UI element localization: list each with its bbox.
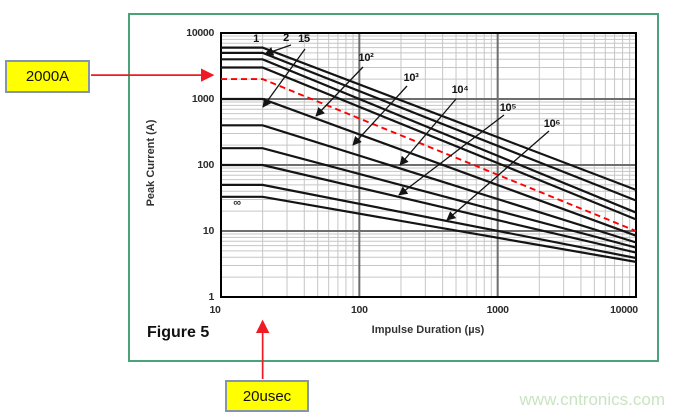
curve-label-15: 15 (298, 33, 310, 45)
curve-1 (221, 46, 637, 191)
impulse-duration-callout-label: 20usec (242, 387, 292, 405)
curve-label-10²: 10² (358, 52, 374, 64)
x-tick-label: 10000 (610, 304, 638, 316)
curve-10² (221, 66, 637, 221)
y-tick-label: 1000 (191, 93, 214, 105)
curve-label-∞: ∞ (233, 197, 241, 209)
curve-label-10⁵: 10⁵ (499, 102, 517, 114)
leader-arrow-15 (262, 48, 306, 108)
curve-label-10⁶: 10⁶ (543, 118, 561, 130)
y-tick-label: 10000 (186, 27, 214, 39)
curve-label-10³: 10³ (403, 72, 419, 84)
curve-2 (221, 51, 637, 202)
curve-unlabeled (221, 163, 637, 254)
peak-current-callout: 2000A (5, 60, 90, 93)
figure-green-border-box (128, 13, 659, 362)
peak-current-callout-label: 2000A (25, 68, 70, 85)
x-tick-label: 100 (351, 304, 368, 316)
curve-10⁴ (221, 124, 637, 244)
y-tick-label: 10 (202, 225, 214, 237)
leader-arrow-10³ (352, 85, 408, 146)
leader-arrow-10² (315, 66, 364, 117)
curve-10⁶ (221, 183, 637, 260)
x-tick-label: 1000 (486, 304, 509, 316)
label-leader-arrows (262, 44, 550, 221)
leader-arrow-10⁶ (446, 130, 550, 221)
x-tick-label: 10 (209, 304, 221, 316)
red-callout-arrows (91, 68, 270, 379)
curve-15 (221, 58, 637, 214)
curve-label-2: 2 (283, 32, 289, 44)
curve-2000A-dashed (221, 78, 637, 232)
impulse-duration-callout: 20usec (225, 380, 309, 412)
curve-10⁵ (221, 147, 637, 249)
leader-arrow-10⁵ (398, 114, 505, 196)
curve-label-1: 1 (253, 33, 259, 45)
y-tick-label: 1 (208, 291, 214, 303)
x-axis-title: Impulse Duration (µs) (371, 324, 485, 336)
watermark-text: www.cntronics.com (519, 390, 665, 409)
curve-label-10⁴: 10⁴ (451, 84, 469, 96)
curve-∞ (221, 195, 637, 263)
leader-arrow-10⁴ (399, 98, 457, 166)
figure-caption: Figure 5 (147, 324, 210, 341)
leader-arrow-2 (264, 44, 292, 56)
y-tick-label: 100 (197, 159, 214, 171)
